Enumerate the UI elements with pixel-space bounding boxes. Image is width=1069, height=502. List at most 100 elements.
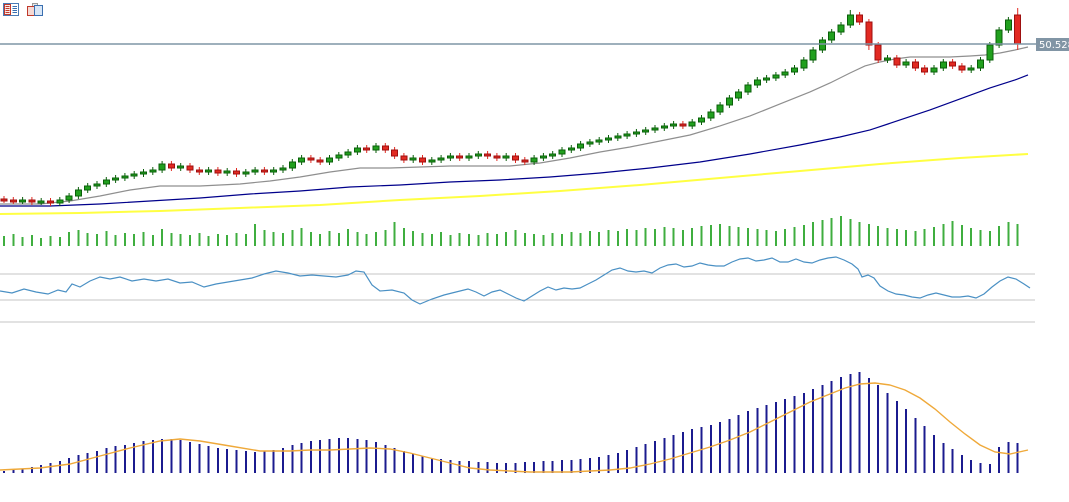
volume-bar — [337, 233, 340, 246]
new-chart-button[interactable] — [27, 2, 45, 17]
candle-body — [679, 123, 687, 127]
volume-bar — [189, 235, 191, 246]
macd-histogram-bar — [960, 455, 963, 473]
volume-bar — [979, 230, 982, 246]
candle-body — [242, 171, 250, 175]
chart-windows-icon — [27, 2, 43, 16]
macd-histogram-bar — [282, 448, 284, 473]
volume-bar — [1016, 224, 1019, 246]
candle-body — [716, 104, 724, 113]
volume-bar — [644, 228, 647, 246]
macd-histogram-bar — [300, 443, 303, 473]
candle-body — [326, 157, 333, 163]
macd-histogram-bar — [319, 440, 322, 473]
volume-bar — [458, 233, 461, 246]
macd-histogram-bar — [514, 463, 517, 473]
volume-bar — [709, 225, 712, 246]
data-table-icon — [3, 2, 19, 16]
volume-bar — [514, 230, 517, 246]
macd-histogram-bar — [905, 409, 908, 473]
macd-histogram-bar — [951, 449, 954, 473]
volume-bar — [133, 234, 136, 246]
volume-bar — [282, 233, 284, 246]
candle-body — [967, 67, 975, 71]
candle-body — [205, 169, 213, 173]
volume-bar — [719, 224, 722, 246]
volume-bar — [840, 216, 842, 246]
volume-bar — [495, 234, 498, 246]
macd-histogram-bar — [365, 440, 368, 473]
candle-body — [986, 44, 994, 61]
candle-body — [772, 74, 780, 79]
volume-bar — [114, 235, 117, 246]
candle-body — [214, 169, 222, 174]
macd-histogram-bar — [393, 448, 396, 473]
ma-mid-line — [0, 74, 1029, 207]
current-price-line-group: 50.528 — [0, 38, 1069, 51]
macd-histogram-bar — [49, 463, 52, 473]
macd-panel[interactable] — [0, 372, 1029, 473]
candle-body — [707, 111, 715, 119]
macd-histogram-bar — [672, 435, 675, 473]
volume-bar — [21, 237, 24, 246]
volume-bar — [635, 230, 638, 246]
oscillator-line — [0, 256, 1031, 305]
candle-body — [93, 183, 101, 187]
candle-body — [484, 153, 492, 157]
macd-histogram-bar — [1007, 442, 1010, 473]
macd-histogram-bar — [709, 425, 712, 473]
volume-bar — [300, 228, 303, 246]
macd-histogram-bar — [728, 419, 731, 473]
candle-body — [316, 159, 324, 163]
volume-bar — [588, 231, 591, 246]
volume-bar — [849, 219, 852, 246]
volume-bar — [356, 232, 359, 246]
candle-body — [865, 21, 873, 46]
candle-body — [800, 59, 808, 69]
volume-bar — [58, 237, 61, 246]
candle-body — [28, 199, 36, 203]
candle-body — [744, 84, 752, 93]
volume-bar — [319, 234, 322, 246]
macd-histogram-bar — [988, 464, 991, 473]
volume-bar — [951, 221, 954, 246]
volume-bar — [542, 235, 545, 246]
candle-body — [930, 67, 938, 73]
volume-bar — [96, 234, 98, 246]
macd-histogram-bar — [337, 438, 340, 473]
macd-histogram-bar — [858, 372, 861, 473]
macd-signal-line — [0, 382, 1029, 473]
candle-body — [651, 127, 659, 131]
macd-histogram-bar — [681, 432, 684, 473]
oscillator-panel[interactable] — [0, 256, 1035, 323]
candle-body — [381, 145, 389, 151]
volume-bar — [468, 234, 470, 246]
data-window-button[interactable] — [3, 2, 21, 17]
volume-bar — [691, 228, 694, 246]
macd-histogram-bar — [802, 393, 805, 473]
price-panel[interactable] — [0, 7, 1029, 215]
volume-bar — [375, 232, 377, 246]
macd-histogram-bar — [356, 439, 359, 473]
macd-histogram-bar — [123, 445, 126, 473]
volume-bar — [142, 232, 145, 246]
volume-bar — [830, 218, 833, 246]
candle-body — [195, 169, 203, 173]
macd-histogram-bar — [607, 455, 610, 473]
volume-bar — [663, 227, 666, 246]
macd-histogram-bar — [933, 435, 935, 473]
candle-body — [223, 170, 231, 174]
macd-histogram-bar — [867, 378, 870, 473]
macd-histogram-bar — [579, 459, 582, 473]
volume-bar — [858, 222, 861, 246]
candle-body — [428, 159, 436, 163]
volume-bar — [821, 220, 824, 246]
candle-body — [391, 149, 399, 157]
candle-body — [298, 157, 306, 163]
volume-panel[interactable] — [3, 216, 1019, 246]
macd-histogram-bar — [774, 402, 777, 473]
macd-histogram-bar — [77, 455, 80, 473]
candle-body — [921, 67, 929, 73]
candle-body — [577, 143, 585, 149]
macd-histogram-bar — [421, 456, 424, 473]
